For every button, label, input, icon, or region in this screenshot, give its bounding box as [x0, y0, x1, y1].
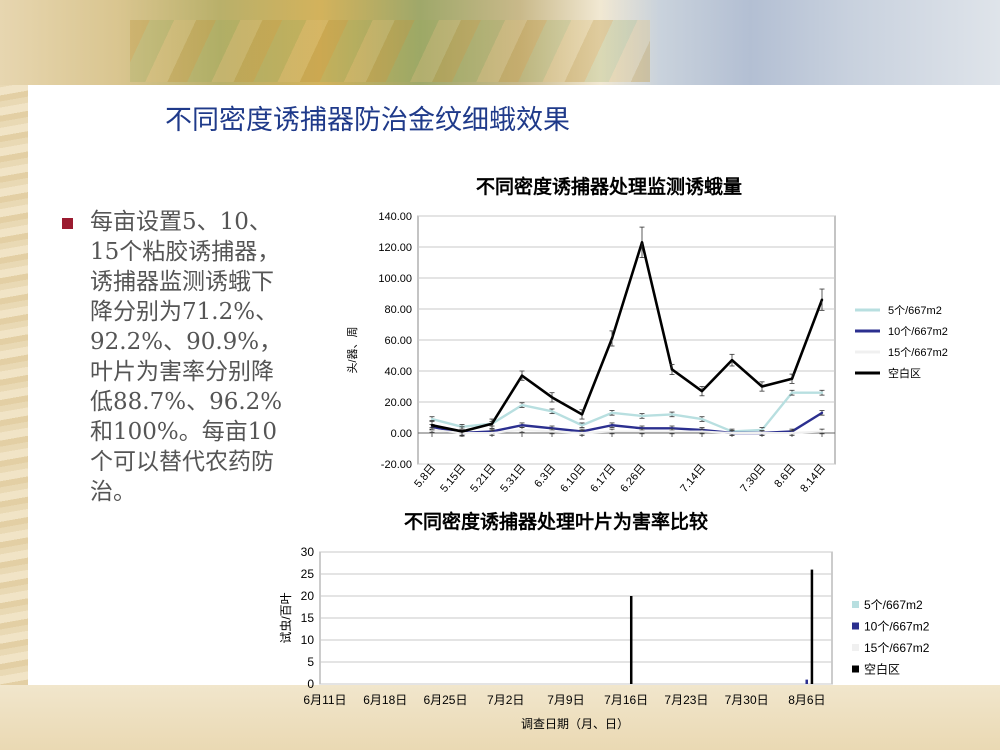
- decorative-banner-top: [0, 0, 1000, 85]
- slide-title: 不同密度诱捕器防治金纹细蛾效果: [165, 105, 570, 136]
- bullet-marker: [62, 218, 73, 229]
- line-chart-title: 不同密度诱捕器处理监测诱蛾量: [476, 176, 743, 198]
- bullet-text: 每亩设置5、10、15个粘胶诱捕器，诱捕器监测诱蛾下降分别为71.2%、92.2…: [90, 209, 283, 505]
- decorative-leaf-pattern: [130, 20, 650, 82]
- bar-chart-title: 不同密度诱捕器处理叶片为害率比较: [404, 511, 709, 533]
- decorative-border-bottom: [0, 685, 1000, 750]
